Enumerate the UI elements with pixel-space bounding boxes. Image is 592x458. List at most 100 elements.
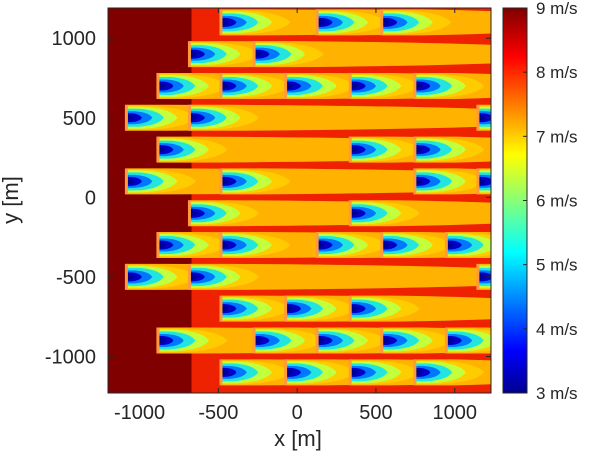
- wake-contour: [478, 178, 486, 185]
- turbine-rotor: [284, 295, 288, 322]
- turbine-rotor: [476, 168, 480, 195]
- x-tick-label: 1000: [432, 402, 477, 424]
- turbine-wake: [413, 168, 491, 195]
- turbine-rotor: [187, 104, 191, 131]
- turbine-rotor: [348, 359, 352, 386]
- turbine-rotor: [348, 295, 352, 322]
- wake-contour: [189, 51, 197, 57]
- x-tick-label: -500: [198, 402, 238, 424]
- far-wake: [189, 263, 491, 290]
- wake-contour: [189, 210, 197, 217]
- wake-contour: [158, 242, 166, 248]
- wake-contour: [415, 146, 423, 153]
- wake-contour: [317, 19, 325, 26]
- turbine-wake: [476, 263, 491, 290]
- wake-contour: [446, 242, 454, 248]
- turbine-rotor: [315, 232, 319, 259]
- wake-contour: [350, 210, 358, 217]
- y-tick-label: 1000: [52, 28, 97, 50]
- y-axis: 1000 500 0 -500 -1000: [45, 28, 491, 368]
- turbine-rotor: [348, 200, 352, 227]
- colorbar-tick-label: 5 m/s: [536, 256, 578, 275]
- turbine-rotor: [219, 72, 223, 99]
- wake-contour: [350, 146, 358, 153]
- wake-contour: [158, 337, 166, 344]
- plot-frame: [107, 7, 492, 394]
- turbine-rotor: [476, 104, 480, 131]
- wake-contour: [415, 83, 423, 89]
- wake-contour: [221, 369, 229, 376]
- wake-contour: [350, 305, 358, 312]
- colorbar-tick-label: 4 m/s: [536, 320, 578, 339]
- wake-contour: [221, 242, 229, 248]
- turbine-rotor: [444, 327, 448, 354]
- plot-area: [107, 7, 492, 394]
- wake-contour: [254, 51, 262, 57]
- turbine-rotor: [348, 136, 352, 163]
- colorbar-tick-label: 9 m/s: [536, 0, 578, 18]
- wake-contour: [158, 83, 166, 89]
- turbine-rotor: [187, 263, 191, 290]
- turbine-rotor: [444, 232, 448, 259]
- y-axis-label: y [m]: [0, 176, 23, 224]
- wake-contour: [126, 274, 134, 280]
- turbine-rotor: [156, 232, 160, 259]
- turbine-rotor: [187, 200, 191, 227]
- wake-contour: [415, 178, 423, 185]
- wake-contour: [415, 369, 423, 376]
- wake-contour: [126, 178, 134, 185]
- x-tick-label: 500: [359, 402, 392, 424]
- turbine-rotor: [187, 41, 191, 68]
- turbine-rotor: [476, 263, 480, 290]
- wake-contour: [254, 337, 262, 344]
- turbine-wake: [413, 359, 491, 386]
- wake-contour: [221, 305, 229, 312]
- turbine-wake: [219, 168, 491, 195]
- x-axis: -1000 -500 0 500 1000: [114, 8, 477, 424]
- turbine-rotor: [380, 232, 384, 259]
- turbine-rotor: [413, 168, 417, 195]
- wake-contour: [286, 305, 294, 312]
- wake-contour: [478, 274, 486, 280]
- far-wake: [254, 41, 491, 68]
- y-tick-label: -1000: [45, 346, 96, 368]
- y-tick-label: -500: [56, 267, 96, 289]
- wake-contour: [317, 337, 325, 344]
- turbine-wake: [187, 104, 491, 131]
- colorbar-tick-label: 3 m/s: [536, 384, 578, 403]
- colorbar-tick-label: 8 m/s: [536, 63, 578, 82]
- turbine-wake: [413, 72, 491, 99]
- turbine-rotor: [219, 168, 223, 195]
- wake-contour: [317, 242, 325, 248]
- far-wake: [478, 168, 491, 195]
- wake-contour: [350, 83, 358, 89]
- wake-contour: [221, 19, 229, 26]
- wake-contour: [382, 337, 390, 344]
- wake-contour: [478, 114, 486, 121]
- turbine-rotor: [124, 168, 128, 195]
- wake-contour: [189, 114, 197, 121]
- turbine-rotor: [156, 327, 160, 354]
- turbine-wake: [413, 136, 491, 163]
- turbine-rotor: [252, 327, 256, 354]
- x-axis-label: x [m]: [274, 426, 322, 451]
- turbine-wake: [348, 200, 491, 227]
- turbine-wake: [348, 295, 491, 322]
- turbine-rotor: [219, 359, 223, 386]
- turbine-wake: [380, 9, 491, 36]
- turbine-rotor: [284, 359, 288, 386]
- far-wake: [189, 104, 491, 131]
- colorbar-tick-label: 6 m/s: [536, 192, 578, 211]
- colorbar: 9 m/s 8 m/s 7 m/s 6 m/s 5 m/s 4 m/s 3 m/s: [502, 0, 578, 403]
- wake-contour: [286, 83, 294, 89]
- x-tick-label: 0: [292, 402, 303, 424]
- turbine-rotor: [219, 232, 223, 259]
- colorbar-tick-label: 7 m/s: [536, 127, 578, 146]
- wake-contour: [286, 369, 294, 376]
- y-tick-label: 500: [63, 108, 96, 130]
- turbine-rotor: [124, 104, 128, 131]
- turbine-rotor: [413, 136, 417, 163]
- x-tick-label: -1000: [114, 402, 165, 424]
- turbine-rotor: [315, 327, 319, 354]
